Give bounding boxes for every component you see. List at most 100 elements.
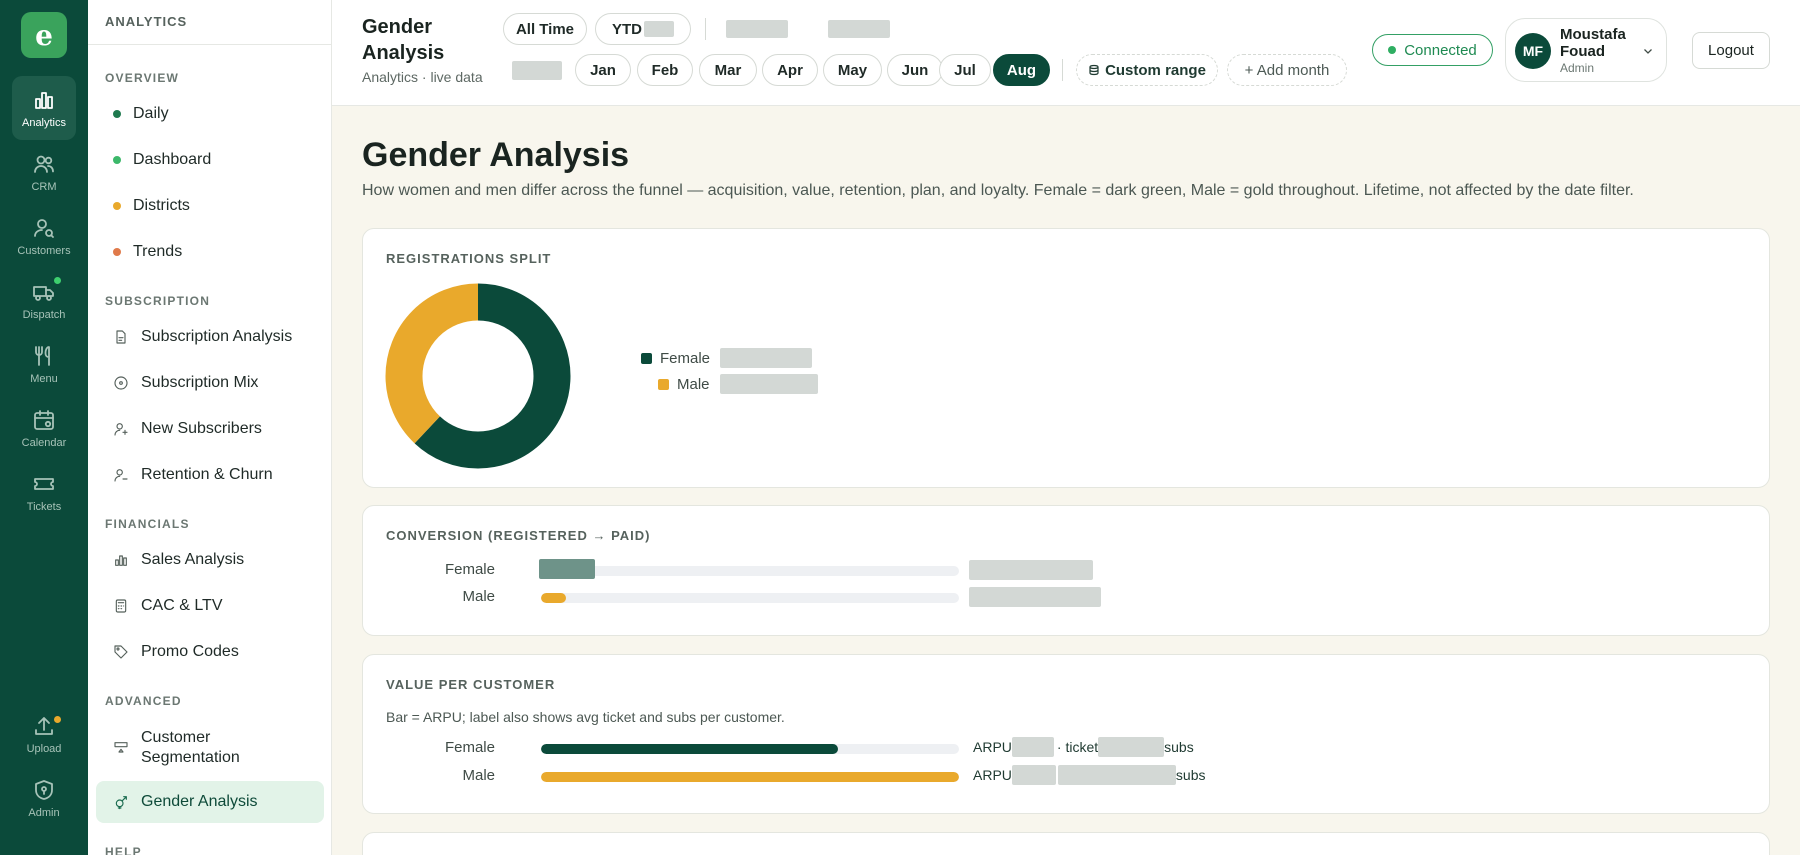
sidebar-item-label: Trends xyxy=(133,243,183,260)
avatar: MF xyxy=(1515,33,1551,69)
user-minus-icon xyxy=(114,469,128,482)
sidebar-item-new-subscribers[interactable]: New Subscribers xyxy=(96,408,324,450)
dashboard-dot xyxy=(113,156,121,164)
connected-dot xyxy=(1388,46,1397,54)
subs-word: subs xyxy=(1164,739,1194,755)
sidebar-item-label: Dashboard xyxy=(133,151,212,168)
legend-female-label: Female xyxy=(660,349,711,367)
sidebar-item-subscription-mix[interactable]: Subscription Mix xyxy=(96,362,324,404)
month-jan-button[interactable]: Jan xyxy=(575,54,631,86)
sidebar-item-subscription-analysis[interactable]: Subscription Analysis xyxy=(96,316,324,358)
value-note: Bar = ARPU; label also shows avg ticket … xyxy=(386,709,785,725)
sidebar-item-gender-analysis[interactable]: Gender Analysis xyxy=(96,781,324,823)
bar-chart-icon xyxy=(115,555,127,566)
sidebar-item-label: Subscription Analysis xyxy=(141,328,293,345)
utensils-icon xyxy=(35,345,50,366)
sidebar-item-promo-codes[interactable]: Promo Codes xyxy=(96,631,324,673)
header-divider xyxy=(1062,59,1063,81)
conversion-male-bar xyxy=(541,593,567,603)
sidebar-item-label: Gender Analysis xyxy=(141,793,258,810)
sidebar-item-districts[interactable]: Districts xyxy=(96,185,324,227)
rail-item-menu[interactable]: Menu xyxy=(12,332,76,396)
sidebar-item-trends[interactable]: Trends xyxy=(96,231,324,273)
month-label: May xyxy=(837,61,868,79)
arpu-prefix: ARPU xyxy=(973,767,1012,783)
section-overview: OVERVIEW xyxy=(105,71,180,85)
sidebar-item-customer-segmentation[interactable]: Customer Segmentation xyxy=(96,724,324,772)
logout-button[interactable]: Logout xyxy=(1692,32,1770,69)
rail-item-admin[interactable]: Admin xyxy=(12,766,76,830)
month-aug-button[interactable]: Aug xyxy=(993,54,1050,86)
month-jul-button[interactable]: Jul xyxy=(939,54,991,86)
sidebar-item-retention-churn[interactable]: Retention & Churn xyxy=(96,454,324,496)
brand-logo-letter: e xyxy=(35,18,53,52)
male-count-redacted xyxy=(719,374,818,394)
rail-label: Upload xyxy=(26,742,62,755)
legend-male-label: Male xyxy=(677,375,710,393)
registrations-split-card: REGISTRATIONS SPLIT Female Male xyxy=(362,228,1770,488)
legend-female: Female xyxy=(641,348,813,368)
month-mar-button[interactable]: Mar xyxy=(699,54,757,86)
custom-range-button[interactable]: Custom range xyxy=(1076,54,1218,86)
sidebar-item-label: Subscription Mix xyxy=(141,374,259,391)
user-search-icon xyxy=(34,218,54,238)
brand-logo[interactable]: e xyxy=(21,12,67,58)
conversion-male-track xyxy=(541,593,959,603)
sidebar-header: ANALYTICS xyxy=(88,0,331,45)
rail-item-customers[interactable]: Customers xyxy=(12,204,76,268)
logout-label: Logout xyxy=(1708,42,1754,59)
user-role: Admin xyxy=(1560,61,1595,75)
sidebar-item-daily[interactable]: Daily xyxy=(96,93,324,135)
sidebar-item-dashboard[interactable]: Dashboard xyxy=(96,139,324,181)
redacted-filter-1 xyxy=(726,20,788,38)
rail-label: Admin xyxy=(28,806,60,819)
page-title: Gender Analysis xyxy=(362,136,630,174)
month-apr-button[interactable]: Apr xyxy=(762,54,818,86)
rail-item-calendar[interactable]: Calendar xyxy=(12,396,76,460)
connection-status-badge: Connected xyxy=(1372,34,1493,66)
subs-word: subs xyxy=(1175,767,1206,783)
gender-icon xyxy=(115,796,127,810)
ytd-button[interactable]: YTD xyxy=(595,13,691,45)
rail-label: Menu xyxy=(30,372,58,385)
sidebar-item-sales-analysis[interactable]: Sales Analysis xyxy=(96,539,324,581)
section-advanced: ADVANCED xyxy=(105,694,182,708)
user-menu[interactable]: MF Moustafa Fouad Admin xyxy=(1505,18,1667,82)
page-description: How women and men differ across the funn… xyxy=(362,182,1634,199)
calendar-icon xyxy=(34,409,54,430)
rail-item-analytics[interactable]: Analytics xyxy=(12,76,76,140)
conversion-female-track xyxy=(541,566,959,576)
arpu-prefix: ARPU xyxy=(973,739,1012,755)
section-financials: FINANCIALS xyxy=(105,517,190,531)
card-title: REGISTRATIONS SPLIT xyxy=(386,251,552,266)
rail-item-crm[interactable]: CRM xyxy=(12,140,76,204)
sidebar-item-cac-ltv[interactable]: CAC & LTV xyxy=(96,585,324,627)
add-month-button[interactable]: + Add month xyxy=(1227,54,1347,86)
rail-item-upload[interactable]: Upload xyxy=(12,702,76,766)
rail-item-tickets[interactable]: Tickets xyxy=(12,460,76,524)
document-icon xyxy=(116,330,126,344)
value-male-text: ARPU subs xyxy=(973,765,1205,785)
male-ticket-redacted xyxy=(1057,765,1176,785)
shield-icon xyxy=(35,779,53,800)
legend-male: Male xyxy=(658,374,818,394)
registrations-donut-chart xyxy=(385,283,571,469)
daily-dot xyxy=(113,110,121,118)
target-icon xyxy=(114,376,128,390)
rail-item-dispatch[interactable]: Dispatch xyxy=(12,268,76,332)
month-feb-button[interactable]: Feb xyxy=(637,54,693,86)
female-ticket-redacted xyxy=(1098,737,1165,757)
month-label: Apr xyxy=(777,61,803,79)
month-label: Jan xyxy=(590,61,616,79)
card-title: VALUE PER CUSTOMER xyxy=(386,677,556,692)
month-jun-button[interactable]: Jun xyxy=(887,54,943,86)
user-name: Moustafa Fouad xyxy=(1560,26,1626,60)
male-arpu-redacted xyxy=(1011,765,1056,785)
rail-label: Calendar xyxy=(21,436,67,449)
sidebar: ANALYTICS OVERVIEW Daily Dashboard Distr… xyxy=(88,0,332,855)
all-time-label: All Time xyxy=(515,20,575,38)
custom-range-label: Custom range xyxy=(1105,61,1206,79)
value-male-label: Male xyxy=(462,767,495,784)
all-time-button[interactable]: All Time xyxy=(503,13,587,45)
month-may-button[interactable]: May xyxy=(823,54,882,86)
